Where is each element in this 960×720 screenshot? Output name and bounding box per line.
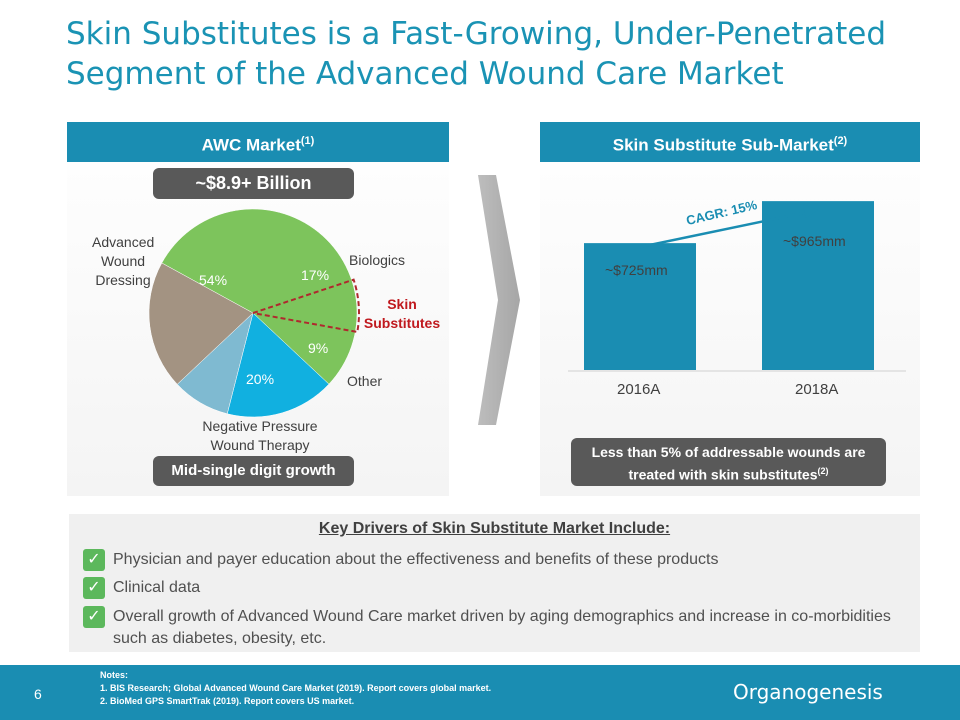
footnote-2: 2. BioMed GPS SmartTrak (2019). Report c… xyxy=(100,696,355,706)
label-dressing-line3: Dressing xyxy=(95,272,151,288)
penetration-note-badge: Less than 5% of addressable wounds are t… xyxy=(571,438,886,486)
skin-submarket-header-sup: (2) xyxy=(833,135,848,147)
penetration-note-sup: (2) xyxy=(817,466,829,476)
driver-item: ✓ Clinical data xyxy=(83,577,903,599)
driver-item-text: Physician and payer education about the … xyxy=(113,551,719,568)
growth-badge: Mid-single digit growth xyxy=(153,456,354,486)
bar-value-2016: ~$725mm xyxy=(605,262,668,278)
key-drivers-title: Key Drivers of Skin Substitute Market In… xyxy=(318,520,671,537)
pct-dressing: 54% xyxy=(199,272,228,288)
awc-market-panel: AWC Market(1) xyxy=(67,122,449,496)
bar-value-2018: ~$965mm xyxy=(783,233,846,249)
bar-2016A xyxy=(584,243,696,370)
label-npwt-line1: Negative Pressure xyxy=(202,418,318,434)
driver-item-text: Overall growth of Advanced Wound Care ma… xyxy=(113,608,891,647)
page-title-line2: Segment of the Advanced Wound Care Marke… xyxy=(66,56,784,92)
footnote-1: 1. BIS Research; Global Advanced Wound C… xyxy=(100,683,492,693)
organogenesis-logo: Organogenesis xyxy=(733,680,883,704)
footnotes-title: Notes: xyxy=(100,670,129,680)
pie-slice xyxy=(161,208,358,385)
pct-biologics: 17% xyxy=(301,267,330,283)
page-number: 6 xyxy=(34,686,42,702)
penetration-note-text: Less than 5% of addressable wounds are t… xyxy=(591,444,866,483)
pct-other: 9% xyxy=(308,340,329,356)
cagr-arrow-line xyxy=(639,210,809,249)
label-npwt: Negative Pressure Wound Therapy xyxy=(190,417,330,455)
label-dressing-line2: Wound xyxy=(100,253,146,269)
key-drivers-box: Key Drivers of Skin Substitute Market In… xyxy=(69,514,920,652)
awc-market-header: AWC Market(1) xyxy=(67,122,449,162)
label-dressing: Advanced Wound Dressing xyxy=(92,233,154,290)
awc-market-header-text: AWC Market xyxy=(201,135,301,155)
skin-submarket-header: Skin Substitute Sub-Market(2) xyxy=(540,122,920,162)
page-title-line1: Skin Substitutes is a Fast-Growing, Unde… xyxy=(66,16,887,52)
label-dressing-line1: Advanced xyxy=(92,234,155,250)
label-biologics: Biologics xyxy=(349,252,406,268)
cagr-arrow-head-icon xyxy=(803,204,818,218)
awc-market-header-sup: (1) xyxy=(300,135,315,147)
checkmark-icon: ✓ xyxy=(83,549,105,571)
label-other: Other xyxy=(347,373,383,389)
pct-npwt: 20% xyxy=(246,371,275,387)
skin-substitutes-wedge xyxy=(252,278,360,334)
page-title: Skin Substitutes is a Fast-Growing, Unde… xyxy=(66,14,926,94)
pie-slice xyxy=(148,262,254,385)
checkmark-icon: ✓ xyxy=(83,577,105,599)
label-npwt-line2: Wound Therapy xyxy=(210,437,310,453)
footer-bar xyxy=(0,665,960,720)
checkmark-icon: ✓ xyxy=(83,606,105,628)
pie-slice xyxy=(226,312,330,418)
label-skin-line1: Skin xyxy=(387,296,417,312)
chevron-right-icon xyxy=(478,175,520,425)
skin-submarket-header-text: Skin Substitute Sub-Market xyxy=(612,135,834,155)
bar-2018A xyxy=(762,201,874,370)
bar-category-2016: 2016A xyxy=(617,381,661,398)
awc-total-badge: ~$8.9+ Billion xyxy=(153,168,354,199)
footnotes: Notes: 1. BIS Research; Global Advanced … xyxy=(100,669,491,708)
bar-category-2018: 2018A xyxy=(795,381,839,398)
driver-item: ✓ Overall growth of Advanced Wound Care … xyxy=(83,606,903,650)
driver-item: ✓ Physician and payer education about th… xyxy=(83,549,903,571)
label-skin-line2: Substitutes xyxy=(363,315,441,331)
driver-item-text: Clinical data xyxy=(113,579,201,596)
label-skin-substitutes: Skin Substitutes xyxy=(362,295,442,333)
